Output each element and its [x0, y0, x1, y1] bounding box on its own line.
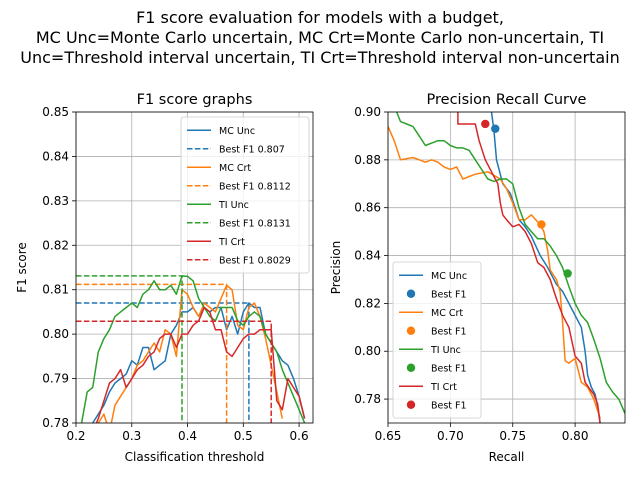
legend-label: TI Unc: [430, 345, 461, 356]
suptitle-line-3: Unc=Threshold interval uncertain, TI Crt…: [20, 48, 620, 67]
suptitle-line-2: MC Unc=Monte Carlo uncertain, MC Crt=Mon…: [35, 28, 605, 47]
x-tick-label: 0.3: [122, 429, 141, 443]
series-line: [396, 112, 625, 414]
legend-item: Best F1 0.8029: [187, 255, 291, 266]
best-f1-line: [76, 320, 272, 423]
legend-item: MC Unc: [187, 126, 255, 137]
x-tick-label: 0.70: [437, 429, 464, 443]
y-tick-label: 0.80: [42, 327, 69, 341]
legend-item: Best F1: [406, 326, 467, 337]
series-line: [457, 112, 601, 423]
legend-item: TI Unc: [399, 345, 461, 356]
legend-label: Best F1 0.8029: [219, 255, 291, 266]
legend-item: Best F1 0.8131: [187, 218, 291, 229]
y-tick-label: 0.84: [354, 249, 381, 263]
y-axis-label: F1 score: [15, 242, 29, 293]
legend-label: MC Crt: [219, 163, 251, 174]
x-tick-label: 0.2: [66, 429, 85, 443]
legend-item: Best F1 0.8112: [187, 181, 291, 192]
y-tick-label: 0.78: [42, 416, 69, 430]
legend-label: Best F1: [431, 363, 467, 374]
x-axis-label: Recall: [489, 450, 525, 464]
legend-item: MC Crt: [399, 308, 463, 319]
best-f1-line: [76, 302, 250, 423]
legend-marker: [406, 326, 416, 335]
best-f1-marker: [563, 269, 572, 278]
y-tick-label: 0.81: [42, 283, 69, 297]
best-f1-marker: [537, 220, 546, 229]
best-f1-marker: [491, 124, 500, 133]
y-axis-label: Precision: [329, 241, 343, 295]
y-tick-label: 0.82: [42, 238, 69, 252]
legend-marker: [406, 289, 416, 298]
y-tick-label: 0.84: [42, 149, 69, 163]
y-tick-label: 0.85: [42, 105, 69, 119]
x-tick-label: 0.80: [562, 429, 589, 443]
legend-label: Best F1: [431, 326, 467, 337]
y-tick-label: 0.80: [354, 344, 381, 358]
series-line: [80, 275, 306, 423]
x-tick-label: 0.5: [234, 429, 253, 443]
legend-item: MC Crt: [187, 163, 251, 174]
chart-2: 0.65 0.70 0.75 0.80 0.78 0.80 0.82 0.84 0.86 0.88…: [329, 92, 626, 464]
axes-frame: [75, 111, 314, 424]
legend-item: Best F1: [406, 400, 467, 411]
series-group: [76, 275, 306, 423]
figure-suptitle: F1 score evaluation for models with a bu…: [0, 8, 640, 68]
legend-item: TI Unc: [187, 200, 249, 211]
best-f1-line: [76, 283, 228, 423]
legend-box: [180, 116, 310, 274]
y-tick-label: 0.90: [354, 105, 381, 119]
x-tick-label: 0.75: [499, 429, 526, 443]
x-tick-label: 0.6: [290, 429, 309, 443]
legend-label: TI Crt: [430, 382, 457, 393]
x-axis-label: Classification threshold: [125, 450, 265, 464]
legend-marker: [406, 400, 416, 409]
chart-1: 0.2 0.3 0.4 0.5 0.6 0.78 0.79 0.80 0.81 0.82 0.83 0…: [15, 92, 314, 464]
y-tick-label: 0.86: [354, 201, 381, 215]
y-tick-label: 0.78: [354, 392, 381, 406]
chart-title: F1 score graphs: [137, 92, 253, 108]
legend: MC Unc Best F1 MC Crt Best F1 TI Unc Best F1 T…: [392, 261, 482, 419]
legend-marker: [406, 363, 416, 372]
legend-item: Best F1: [406, 363, 467, 374]
series-group: [388, 112, 625, 423]
x-tick-label: 0.4: [178, 429, 197, 443]
legend-item: Best F1: [406, 289, 467, 300]
y-tick-label: 0.79: [42, 372, 69, 386]
series-line: [388, 126, 601, 419]
legend-label: MC Unc: [431, 271, 467, 282]
best-f1-marker: [481, 119, 490, 129]
y-tick-label: 0.83: [42, 194, 69, 208]
legend-item: MC Unc: [399, 271, 467, 282]
legend-item: TI Crt: [187, 237, 245, 248]
legend-label: Best F1: [431, 289, 467, 300]
y-tick-label: 0.82: [354, 296, 381, 310]
legend-label: TI Unc: [218, 200, 249, 211]
legend-item: Best F1 0.807: [187, 144, 285, 155]
chart-title: Precision Recall Curve: [427, 92, 587, 108]
legend-label: Best F1 0.8112: [219, 181, 291, 192]
y-tick-label: 0.88: [354, 153, 381, 167]
suptitle-line-1: F1 score evaluation for models with a bu…: [136, 8, 504, 27]
x-tick-label: 0.65: [375, 429, 402, 443]
legend-box: [392, 261, 482, 419]
legend-label: MC Crt: [431, 308, 463, 319]
legend: MC Unc Best F1 0.807 MC Crt Best F1 0.8112 T…: [180, 116, 310, 274]
legend-item: TI Crt: [399, 382, 457, 393]
legend-label: TI Crt: [218, 237, 245, 248]
axes-frame: [387, 111, 626, 424]
best-f1-line: [76, 275, 183, 423]
legend-label: MC Unc: [219, 126, 255, 137]
legend-label: Best F1 0.8131: [219, 218, 291, 229]
legend-label: Best F1: [431, 400, 467, 411]
legend-label: Best F1 0.807: [219, 144, 285, 155]
